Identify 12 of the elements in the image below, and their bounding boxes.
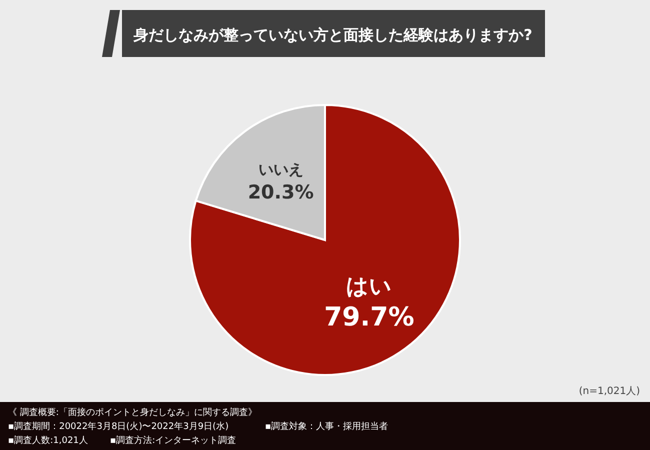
slice-label: いいえ (258, 160, 304, 178)
data-label: 79.7% (324, 302, 414, 333)
slice-label: はい (346, 274, 392, 300)
text: ▪調査人数:1,021人 (8, 435, 88, 446)
text: ▪調査対象：人事・採用担当者 (265, 421, 388, 432)
text: ▪調査期間：20022年3月8日(火)〜2022年3月9日(水) (8, 421, 229, 432)
text: ▪調査方法:インターネット調査 (110, 435, 236, 446)
pie-slice (189, 104, 461, 376)
chart-title: 身だしなみが整っていない方と面接した経験はありますか? (132, 26, 532, 44)
text: (n=1,021人) (578, 386, 640, 397)
text: 《 調査概要:「面接のポイントと身だしなみ」に関する調査》 (8, 407, 257, 418)
data-label: 20.3% (248, 181, 314, 204)
